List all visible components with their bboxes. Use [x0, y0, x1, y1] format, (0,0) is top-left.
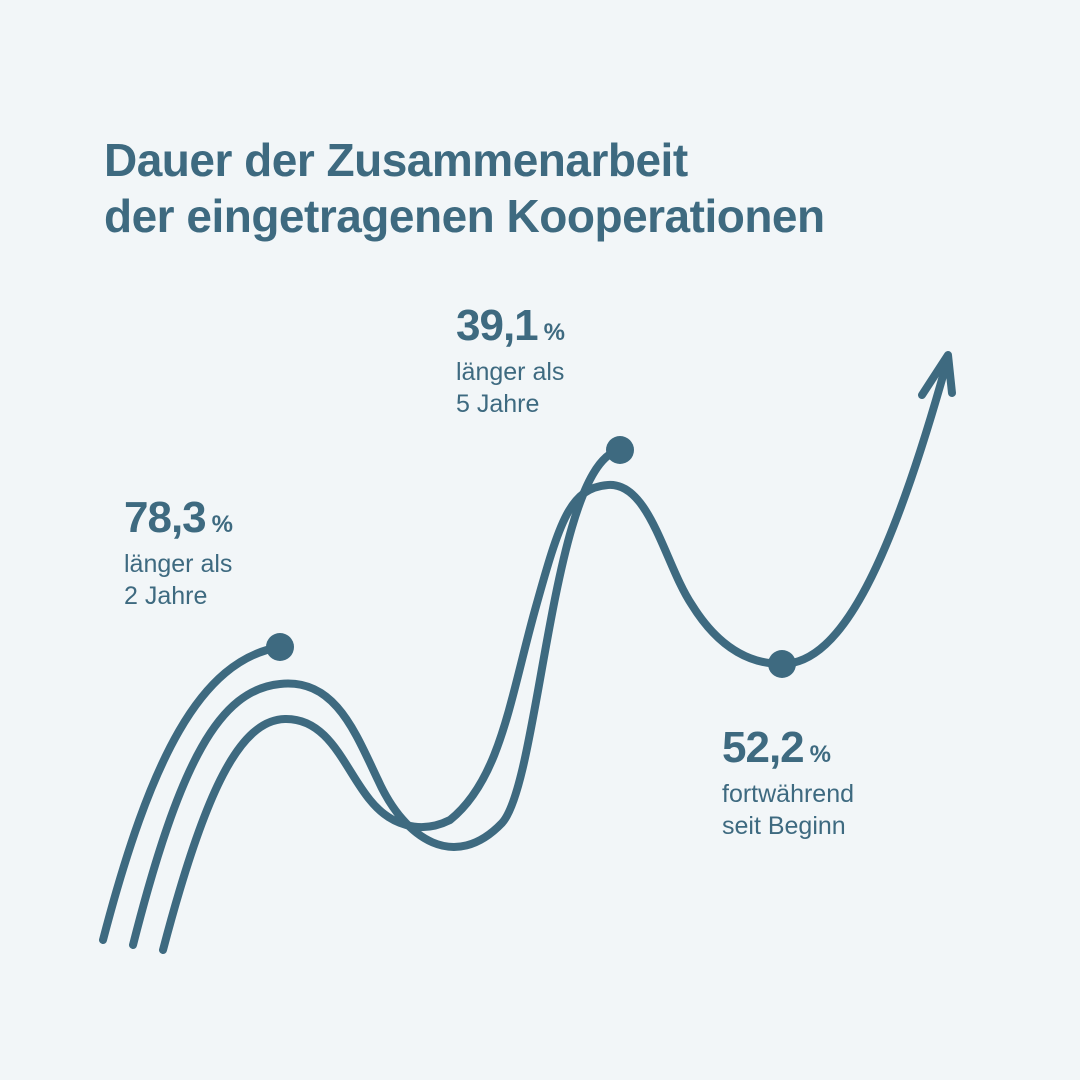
stat-label-line-2: 5 Jahre: [456, 390, 540, 418]
stat-block-3: 52,2% fortwährend seit Beginn: [722, 722, 854, 842]
stat-value-line: 78,3%: [124, 492, 233, 544]
wave-line-1: [99, 643, 284, 944]
stat-unit: %: [809, 741, 831, 768]
stat-label: länger als 2 Jahre: [124, 548, 233, 612]
stat-value-line: 39,1%: [456, 300, 565, 352]
marker-dot-1: [266, 633, 294, 661]
stat-label-line-1: länger als: [456, 358, 565, 386]
stat-value: 39,1: [456, 301, 539, 350]
chart-title-line-1: Dauer der Zusammenarbeit: [104, 134, 688, 186]
stat-unit: %: [543, 319, 565, 346]
marker-dot-3: [768, 650, 796, 678]
stat-label-line-1: länger als: [124, 550, 233, 578]
stat-value: 52,2: [722, 723, 805, 772]
stat-block-1: 78,3% länger als 2 Jahre: [124, 492, 233, 612]
chart-title: Dauer der Zusammenarbeit der eingetragen…: [104, 132, 825, 244]
wave-line-2: [129, 446, 624, 949]
stat-label: länger als 5 Jahre: [456, 356, 565, 420]
arrow-head: [918, 351, 956, 399]
chart-title-line-2: der eingetragenen Kooperationen: [104, 190, 825, 242]
marker-dot-2: [606, 436, 634, 464]
stat-unit: %: [211, 511, 233, 538]
stat-value: 78,3: [124, 493, 207, 542]
stat-label-line-2: seit Beginn: [722, 812, 846, 840]
stat-label: fortwährend seit Beginn: [722, 778, 854, 842]
stat-label-line-2: 2 Jahre: [124, 582, 208, 610]
stat-value-line: 52,2%: [722, 722, 854, 774]
stat-label-line-1: fortwährend: [722, 780, 855, 808]
stat-block-2: 39,1% länger als 5 Jahre: [456, 300, 565, 420]
